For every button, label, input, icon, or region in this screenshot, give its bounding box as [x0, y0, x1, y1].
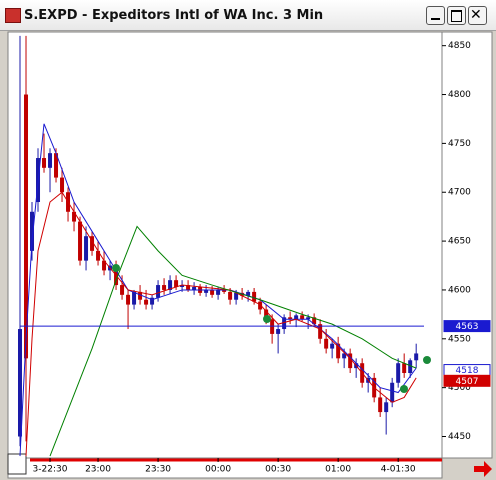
- x-tick-label: 00:00: [205, 465, 231, 475]
- price-label: 4518: [456, 366, 479, 376]
- candle-body: [42, 158, 47, 168]
- candle-body: [294, 315, 299, 320]
- candle-body: [282, 317, 287, 330]
- candle-body: [324, 338, 329, 349]
- candle-body: [156, 285, 161, 298]
- maximize-button[interactable]: [447, 6, 466, 25]
- signal-marker: [423, 356, 431, 364]
- x-tick-label: 3-22:30: [33, 465, 68, 475]
- candle-body: [276, 329, 281, 334]
- plot-area: [7, 31, 443, 459]
- candle-body: [378, 397, 383, 413]
- title-bar: S.EXPD - Expeditors Intl of WA Inc. 3 Mi…: [0, 0, 496, 31]
- x-tick-label: 4-01:30: [381, 465, 416, 475]
- candle-body: [174, 280, 179, 288]
- candle-body: [258, 301, 263, 310]
- signal-marker: [263, 315, 271, 323]
- y-tick-label: 4700: [448, 188, 471, 198]
- y-tick-label: 4600: [448, 285, 471, 295]
- candle-body: [222, 289, 227, 292]
- y-axis-panel: [441, 31, 493, 459]
- x-tick-label: 23:30: [145, 465, 171, 475]
- chart: 4450 4500 4550 4600 4650 4700 4750 4800 4850 3-22…: [7, 31, 493, 479]
- candle-body: [180, 285, 185, 288]
- price-label-box: [443, 374, 491, 387]
- candle-body: [312, 317, 317, 325]
- price-label-box: [443, 320, 491, 333]
- candle-body: [384, 402, 389, 413]
- candle-body: [186, 285, 191, 290]
- moving-average: [19, 123, 417, 457]
- candle-body: [390, 382, 395, 403]
- candle-body: [288, 317, 293, 320]
- candle-body: [300, 315, 305, 320]
- candle-body: [162, 285, 167, 290]
- candle-body: [78, 221, 83, 261]
- candle-body: [318, 324, 323, 339]
- candle-body: [408, 360, 413, 373]
- candle-body: [348, 353, 353, 369]
- candle-body: [84, 236, 89, 261]
- corner-box[interactable]: [7, 453, 27, 475]
- candle-body: [24, 94, 29, 359]
- minimize-button[interactable]: [426, 6, 445, 25]
- candle-body: [330, 343, 335, 349]
- markers: [112, 264, 431, 393]
- y-tick-label: 4650: [448, 237, 471, 247]
- candle-body: [54, 153, 59, 178]
- candle-body: [336, 343, 341, 359]
- moving-average: [25, 191, 417, 457]
- candle-body: [72, 211, 77, 222]
- app-icon: [5, 8, 21, 23]
- signal-marker: [400, 385, 408, 393]
- candle-body: [138, 291, 143, 300]
- scroll-arrow[interactable]: [474, 461, 492, 477]
- candle-body: [48, 153, 53, 168]
- candle-body: [132, 291, 137, 305]
- x-tick-label: 01:00: [325, 465, 351, 475]
- candle-body: [216, 289, 221, 295]
- candle-body: [18, 329, 23, 437]
- x-tick-label: 00:30: [265, 465, 291, 475]
- candle-body: [60, 177, 65, 193]
- candle-body: [90, 236, 95, 251]
- y-tick-label: 4500: [448, 383, 471, 393]
- candle-body: [102, 260, 107, 271]
- moving-average: [49, 225, 417, 457]
- candle-body: [168, 280, 173, 290]
- candle-body: [246, 291, 251, 296]
- candle-body: [204, 289, 209, 293]
- candle-body: [234, 292, 239, 300]
- candle-body: [342, 353, 347, 359]
- candle-body: [192, 287, 197, 290]
- price-label: 4563: [456, 322, 479, 332]
- close-button[interactable]: ✕: [468, 6, 487, 25]
- candle-body: [306, 317, 311, 320]
- candle-body: [396, 363, 401, 383]
- candle-body: [414, 353, 419, 361]
- candle-body: [228, 291, 233, 300]
- candle-body: [30, 211, 35, 251]
- candle-body: [120, 285, 125, 295]
- x-tick-label: 23:00: [85, 465, 111, 475]
- candle-body: [210, 289, 215, 295]
- y-tick-label: 4850: [448, 41, 471, 51]
- candle-body: [126, 294, 131, 305]
- candle-body: [264, 309, 269, 320]
- y-tick-label: 4450: [448, 432, 471, 442]
- candle-body: [144, 299, 149, 305]
- price-label: 4507: [456, 377, 479, 387]
- y-tick-label: 4800: [448, 90, 471, 100]
- y-tick-label: 4550: [448, 334, 471, 344]
- candle-body: [252, 291, 257, 302]
- candle-body: [150, 297, 155, 305]
- window-title: S.EXPD - Expeditors Intl of WA Inc. 3 Mi…: [24, 8, 324, 23]
- candle-body: [96, 250, 101, 261]
- signal-marker: [112, 264, 120, 272]
- y-tick-label: 4750: [448, 139, 471, 149]
- candle-body: [402, 363, 407, 373]
